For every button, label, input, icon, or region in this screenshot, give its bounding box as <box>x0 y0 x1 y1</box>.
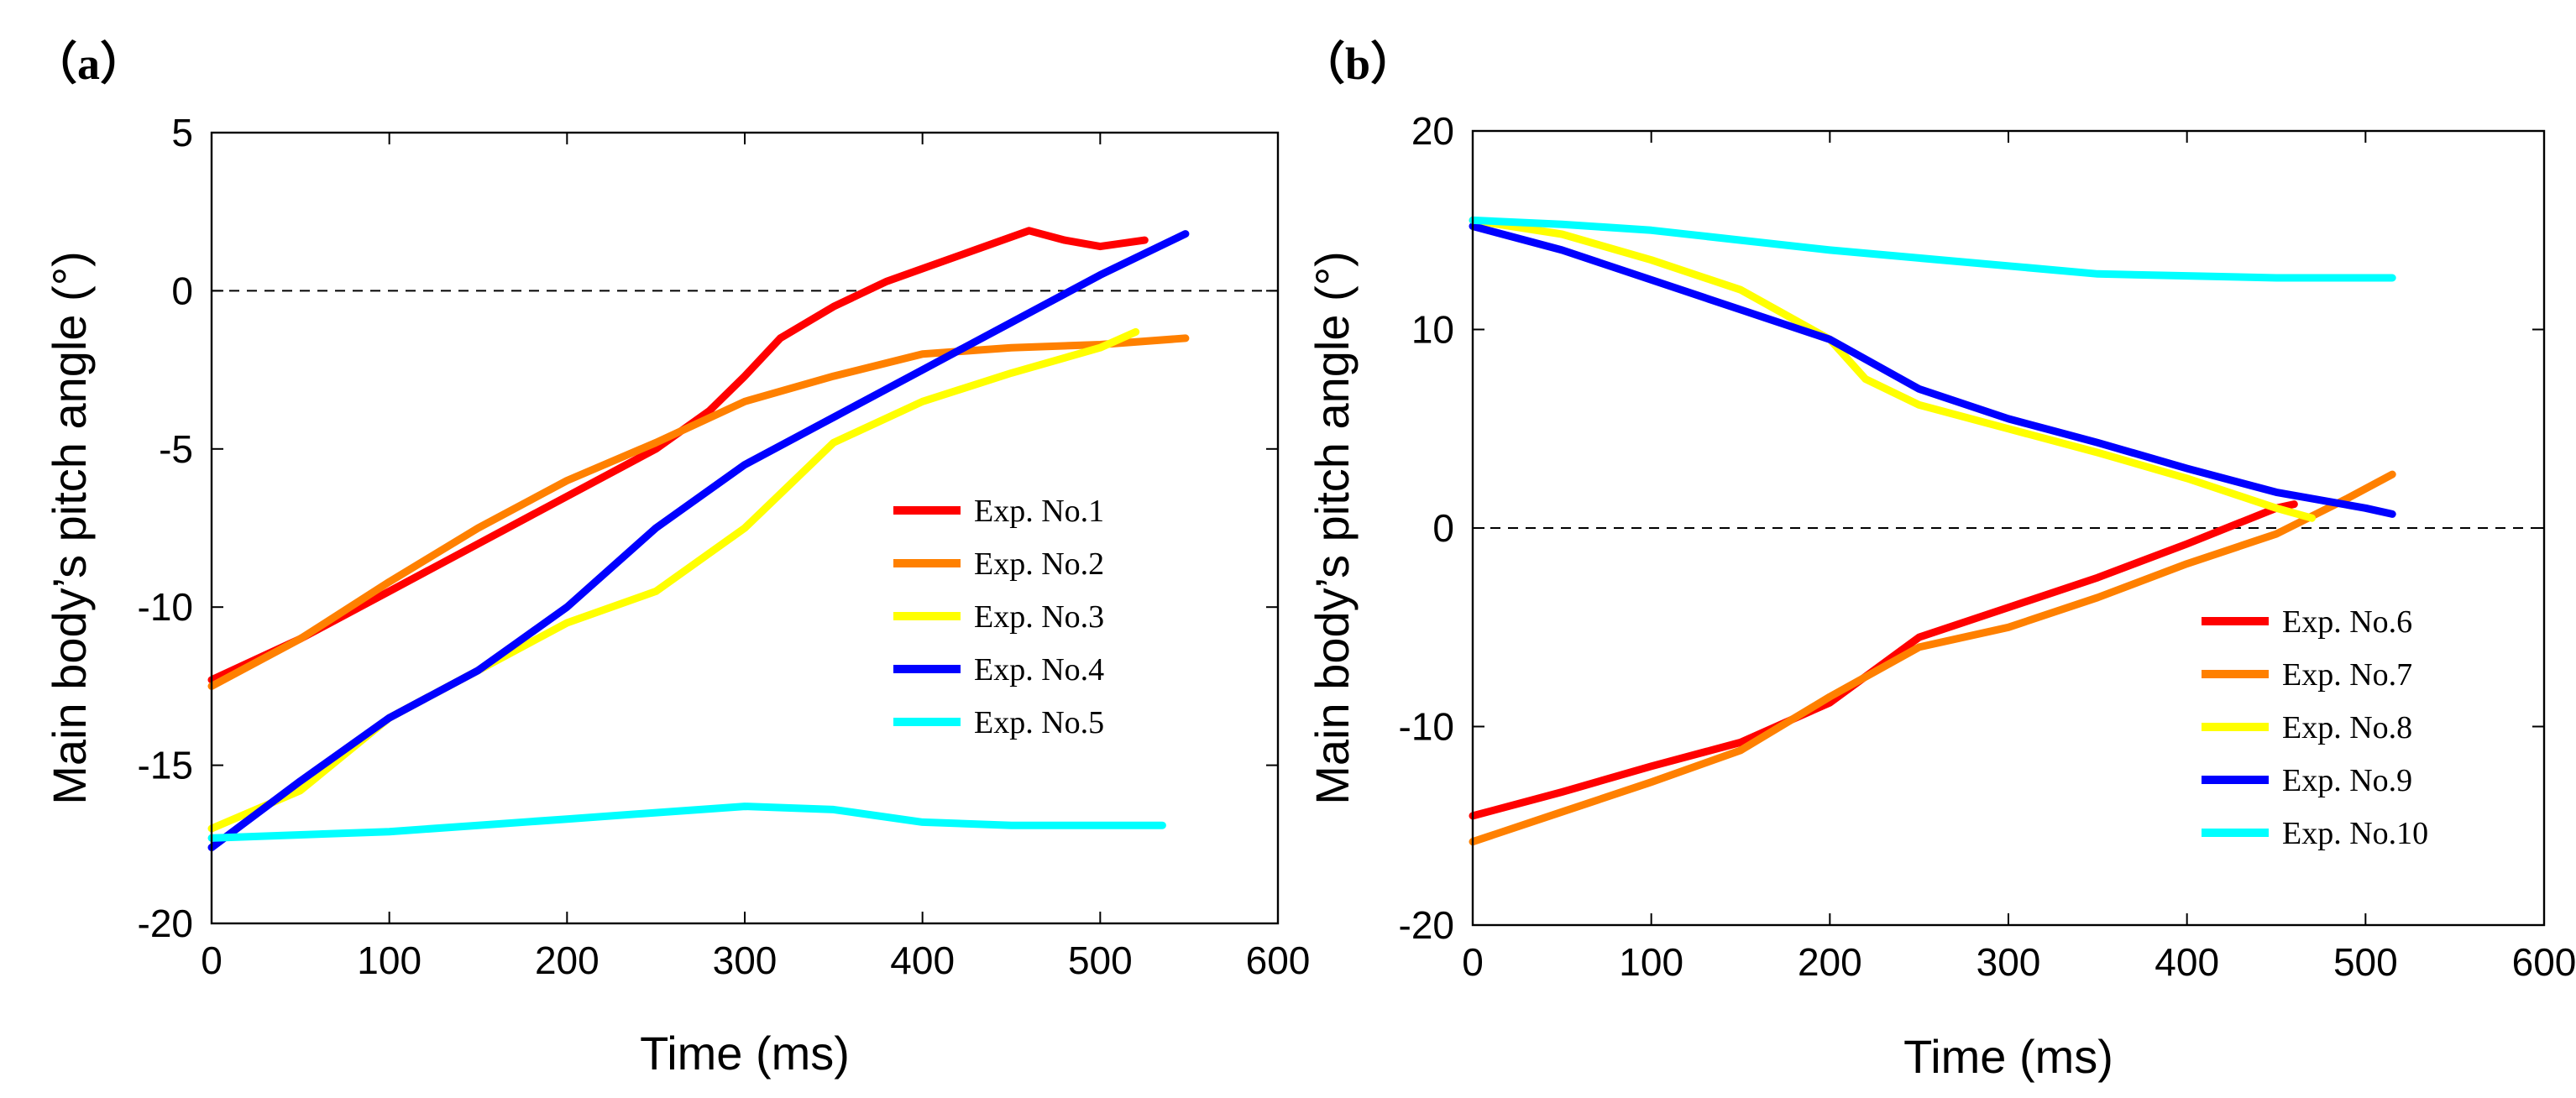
panel-b-xlabel: Time (ms) <box>1903 1030 2113 1083</box>
legend-label: Exp. No.4 <box>974 652 1104 688</box>
panel-a-label: （a） <box>32 39 145 89</box>
x-tick-label: 400 <box>2155 940 2219 984</box>
panel-b-legend: Exp. No.6 Exp. No.7 Exp. No.8 Exp. No.9 Exp.… <box>2202 604 2428 851</box>
legend-label: Exp. No.5 <box>974 705 1104 740</box>
series-line-exp-no-5 <box>207 803 1166 842</box>
y-tick-label: 20 <box>1411 109 1454 153</box>
x-tick-label: 500 <box>1068 939 1133 982</box>
y-tick-label: -10 <box>138 585 193 629</box>
series-line-exp-no-2 <box>207 334 1190 690</box>
panel-b-ticks: 0 100 200 300 400 500 600 -20 -10 0 10 20 <box>1399 109 2576 984</box>
series-line-exp-no-7 <box>1469 470 2396 846</box>
series-line-exp-no-4 <box>207 230 1190 852</box>
y-tick-label: -5 <box>159 427 193 471</box>
y-tick-label: -20 <box>1399 903 1454 947</box>
x-tick-label: 100 <box>1619 940 1683 984</box>
legend-label: Exp. No.2 <box>974 546 1104 582</box>
legend-label: Exp. No.7 <box>2282 657 2412 693</box>
legend-label: Exp. No.8 <box>2282 710 2412 745</box>
legend-label: Exp. No.10 <box>2282 816 2428 851</box>
panel-a-series <box>207 227 1190 852</box>
y-tick-label: 0 <box>171 269 193 312</box>
legend-label: Exp. No.1 <box>974 494 1104 529</box>
x-tick-label: 600 <box>2512 940 2576 984</box>
legend-label: Exp. No.6 <box>2282 604 2412 640</box>
series-line-exp-no-8 <box>1469 216 2316 522</box>
y-tick-label: 0 <box>1432 506 1454 550</box>
panel-b: （b） 0 100 200 300 400 500 600 -20 -10 0 10 20 Time … <box>1300 39 2576 1083</box>
y-tick-label: -15 <box>138 744 193 787</box>
series-line-exp-no-10 <box>1469 216 2396 282</box>
x-tick-label: 100 <box>357 939 421 982</box>
panel-a-ticks: 0 100 200 300 400 500 600 -20 -15 -10 -5 0 5 <box>138 111 1311 982</box>
x-tick-label: 200 <box>1798 940 1862 984</box>
x-tick-label: 400 <box>890 939 955 982</box>
x-tick-label: 300 <box>1977 940 2041 984</box>
x-tick-label: 300 <box>713 939 778 982</box>
legend-label: Exp. No.3 <box>974 599 1104 635</box>
y-tick-label: 5 <box>171 111 193 154</box>
series-line-exp-no-1 <box>207 227 1149 684</box>
panel-a-xlabel: Time (ms) <box>640 1027 850 1080</box>
x-tick-label: 500 <box>2333 940 2398 984</box>
x-tick-label: 600 <box>1246 939 1311 982</box>
series-line-exp-no-6 <box>1469 500 2298 820</box>
panel-b-ylabel: Main body’s pitch angle (°) <box>1306 251 1359 804</box>
panel-a-ylabel: Main body’s pitch angle (°) <box>43 251 96 804</box>
x-tick-label: 200 <box>535 939 599 982</box>
panel-b-label: （b） <box>1300 39 1416 89</box>
y-tick-label: -10 <box>1399 705 1454 749</box>
panel-a-legend: Exp. No.1 Exp. No.2 Exp. No.3 Exp. No.4 Exp.… <box>893 494 1104 740</box>
x-tick-label: 0 <box>1462 940 1484 984</box>
series-line-exp-no-9 <box>1469 222 2396 518</box>
x-tick-label: 0 <box>201 939 223 982</box>
legend-label: Exp. No.9 <box>2282 763 2412 798</box>
panel-b-series <box>1469 216 2396 846</box>
y-tick-label: -20 <box>138 902 193 945</box>
panel-a: （a） 0 100 200 300 400 500 600 -20 -15 -10 -5 0 5 Tim… <box>32 39 1310 1080</box>
y-tick-label: 10 <box>1411 308 1454 352</box>
